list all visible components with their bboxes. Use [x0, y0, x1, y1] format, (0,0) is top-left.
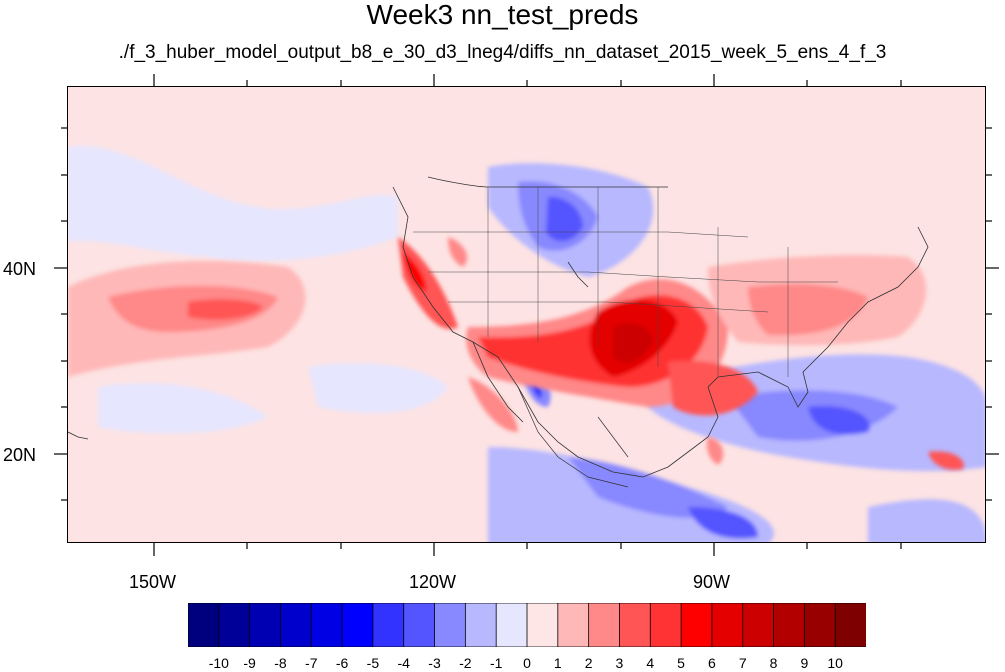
colorbar-label: -6: [335, 655, 349, 671]
colorbar-swatch: [557, 603, 590, 647]
map-plot: [68, 87, 985, 542]
colorbar-label: -2: [459, 655, 472, 671]
colorbar-swatch: [188, 603, 220, 647]
colorbar-label: -5: [366, 655, 380, 671]
colorbar: [188, 603, 866, 647]
colorbar-swatch: [464, 603, 498, 647]
colorbar-swatch: [434, 603, 467, 647]
colorbar-swatch: [834, 603, 866, 647]
colorbar-swatch: [310, 603, 343, 647]
colorbar-label: 10: [827, 655, 843, 671]
colorbar-swatch: [742, 603, 775, 647]
positive-anomaly-regions: [68, 237, 964, 470]
lat-label-20n: 20N: [3, 445, 37, 465]
colorbar-label: 5: [677, 655, 685, 671]
colorbar-swatch: [218, 603, 251, 647]
colorbar-label: 1: [553, 655, 562, 671]
colorbar-label: 2: [584, 655, 593, 671]
colorbar-label: -10: [208, 655, 229, 671]
colorbar-swatch: [372, 603, 405, 647]
colorbar-swatch: [588, 603, 621, 647]
lat-label-40n: 40N: [3, 259, 37, 279]
colorbar-swatch: [280, 603, 313, 647]
state-borders: [413, 187, 838, 377]
colorbar-swatch: [341, 603, 374, 647]
colorbar-swatch: [619, 603, 652, 647]
map-subtitle: ./f_3_huber_model_output_b8_e_30_d3_lneg…: [118, 42, 887, 63]
colorbar-swatch: [526, 603, 559, 647]
coastlines: [68, 176, 929, 478]
colorbar-label: 6: [708, 655, 716, 671]
colorbar-swatch: [249, 603, 282, 647]
colorbar-swatch: [773, 603, 806, 647]
colorbar-label: -4: [397, 655, 410, 671]
colorbar-label: -9: [243, 655, 256, 671]
colorbar-swatch: [803, 603, 837, 647]
colorbar-swatch: [495, 603, 528, 647]
negative-anomaly-regions: [68, 87, 985, 542]
colorbar-label: 7: [738, 655, 747, 671]
colorbar-swatch: [649, 603, 682, 647]
colorbar-label: -3: [428, 655, 441, 671]
colorbar-label: -8: [274, 655, 287, 671]
mexico-outline: [517, 386, 629, 488]
colorbar-label: 9: [800, 655, 809, 671]
colorbar-label: 3: [615, 655, 624, 671]
colorbar-swatch: [711, 603, 744, 647]
colorbar-swatch: [403, 603, 436, 647]
map-title: Week3 nn_test_preds: [366, 0, 639, 30]
colorbar-label: 4: [646, 655, 655, 671]
lon-label-120w: 120W: [409, 572, 457, 592]
lon-label-90w: 90W: [693, 572, 731, 592]
map-panel: [67, 86, 986, 543]
lon-label-150w: 150W: [129, 572, 177, 592]
colorbar-label: 0: [523, 655, 531, 671]
colorbar-label: 8: [769, 655, 778, 671]
colorbar-label: -7: [305, 655, 318, 671]
colorbar-swatch: [680, 603, 713, 647]
colorbar-label: -1: [489, 655, 503, 671]
